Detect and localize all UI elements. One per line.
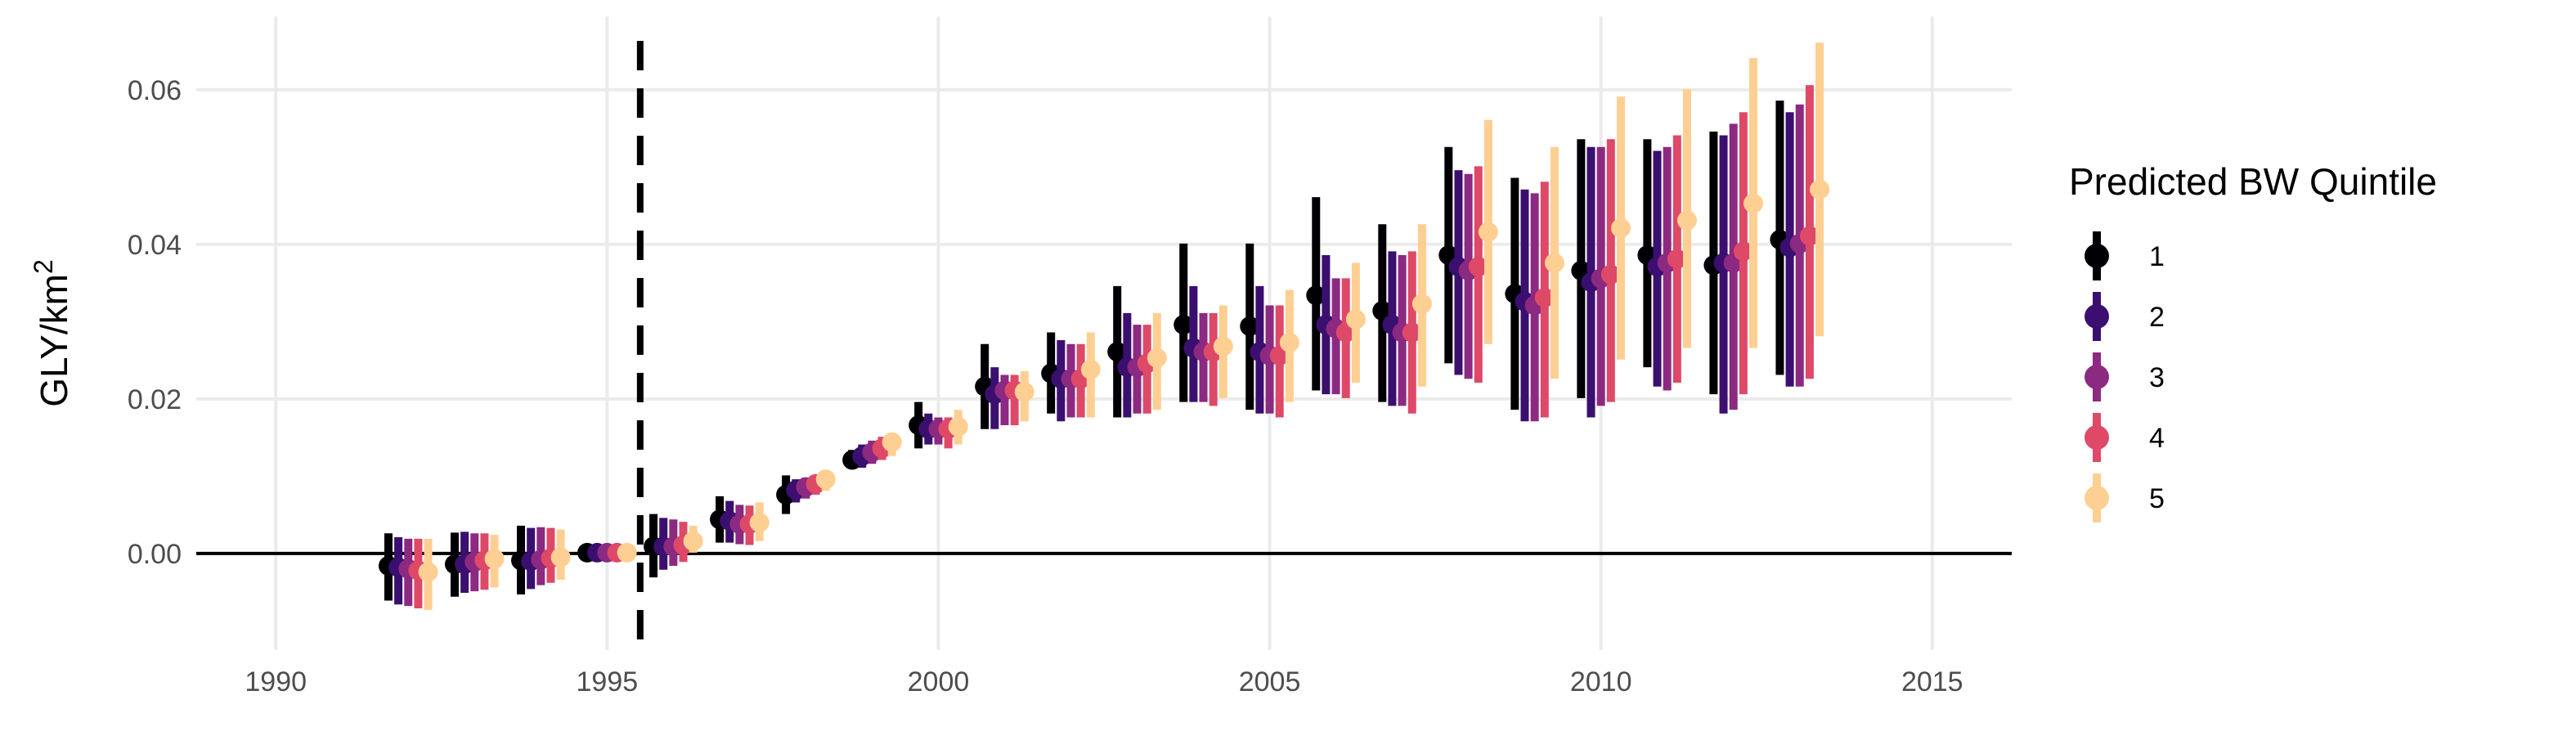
data-point bbox=[617, 542, 637, 563]
data-point bbox=[1534, 288, 1555, 308]
legend: Predicted BW Quintile 1 2 3 4 5 bbox=[2069, 160, 2437, 522]
data-point bbox=[550, 547, 571, 567]
data-point bbox=[1610, 218, 1631, 238]
data-point bbox=[1544, 253, 1564, 273]
legend-label: 2 bbox=[2149, 302, 2165, 333]
y-tick-label: 0.06 bbox=[128, 75, 182, 106]
y-tick-label: 0.04 bbox=[128, 230, 182, 261]
legend-label: 1 bbox=[2149, 241, 2165, 272]
data-point bbox=[1676, 210, 1697, 231]
data-point bbox=[1279, 332, 1299, 352]
legend-label: 4 bbox=[2149, 423, 2165, 454]
data-point bbox=[1810, 179, 1830, 200]
data-point bbox=[815, 469, 836, 490]
data-point bbox=[1799, 226, 1820, 246]
legend-key-point bbox=[2085, 304, 2109, 329]
data-point bbox=[1213, 336, 1233, 357]
legend-label: 3 bbox=[2149, 362, 2165, 393]
data-point bbox=[948, 416, 968, 437]
data-point bbox=[1744, 193, 1764, 213]
data-point bbox=[1478, 222, 1498, 242]
x-tick-label: 2010 bbox=[1570, 666, 1632, 697]
data-point bbox=[1733, 241, 1753, 262]
y-axis-title-superscript: 2 bbox=[29, 259, 58, 274]
data-point bbox=[1372, 301, 1393, 321]
x-tick-label: 2005 bbox=[1239, 666, 1301, 697]
data-point bbox=[1174, 315, 1194, 335]
series-5 bbox=[418, 43, 1830, 610]
y-axis-title: GLY/km2 bbox=[29, 259, 75, 407]
data-series bbox=[378, 43, 1830, 610]
x-tick-label: 2015 bbox=[1901, 666, 1963, 697]
data-point bbox=[1345, 309, 1366, 330]
legend-key-point bbox=[2085, 425, 2109, 450]
legend-key-point bbox=[2085, 244, 2109, 268]
x-tick-label: 1995 bbox=[577, 666, 639, 697]
x-tick-label: 1990 bbox=[245, 666, 307, 697]
data-point bbox=[1306, 285, 1326, 306]
data-point bbox=[1014, 382, 1034, 402]
legend-title: Predicted BW Quintile bbox=[2069, 160, 2437, 203]
data-point bbox=[484, 549, 505, 569]
legend-key-point bbox=[2085, 486, 2109, 510]
legend-key-point bbox=[2085, 365, 2109, 389]
data-point bbox=[1667, 249, 1687, 269]
data-point bbox=[882, 432, 902, 452]
data-point bbox=[749, 513, 770, 533]
legend-label: 5 bbox=[2149, 483, 2165, 514]
data-point bbox=[1080, 359, 1101, 379]
y-axis-title-text: GLY/km bbox=[33, 274, 75, 407]
x-tick-label: 2000 bbox=[908, 666, 970, 697]
y-tick-label: 0.02 bbox=[128, 384, 182, 415]
data-point bbox=[683, 531, 703, 551]
series-3 bbox=[398, 104, 1810, 607]
series-1 bbox=[378, 101, 1790, 601]
data-point bbox=[1147, 348, 1167, 368]
data-point bbox=[418, 562, 438, 582]
axes: 1990 1995 2000 2005 2010 2015 0.00 0.02 0.04 0.06… bbox=[29, 75, 1963, 697]
data-point bbox=[1240, 316, 1260, 336]
data-point bbox=[1411, 294, 1432, 314]
data-point bbox=[1402, 322, 1422, 343]
data-point bbox=[1600, 264, 1621, 285]
y-tick-label: 0.00 bbox=[128, 539, 182, 570]
data-point bbox=[1107, 342, 1128, 362]
data-point bbox=[1468, 257, 1488, 277]
